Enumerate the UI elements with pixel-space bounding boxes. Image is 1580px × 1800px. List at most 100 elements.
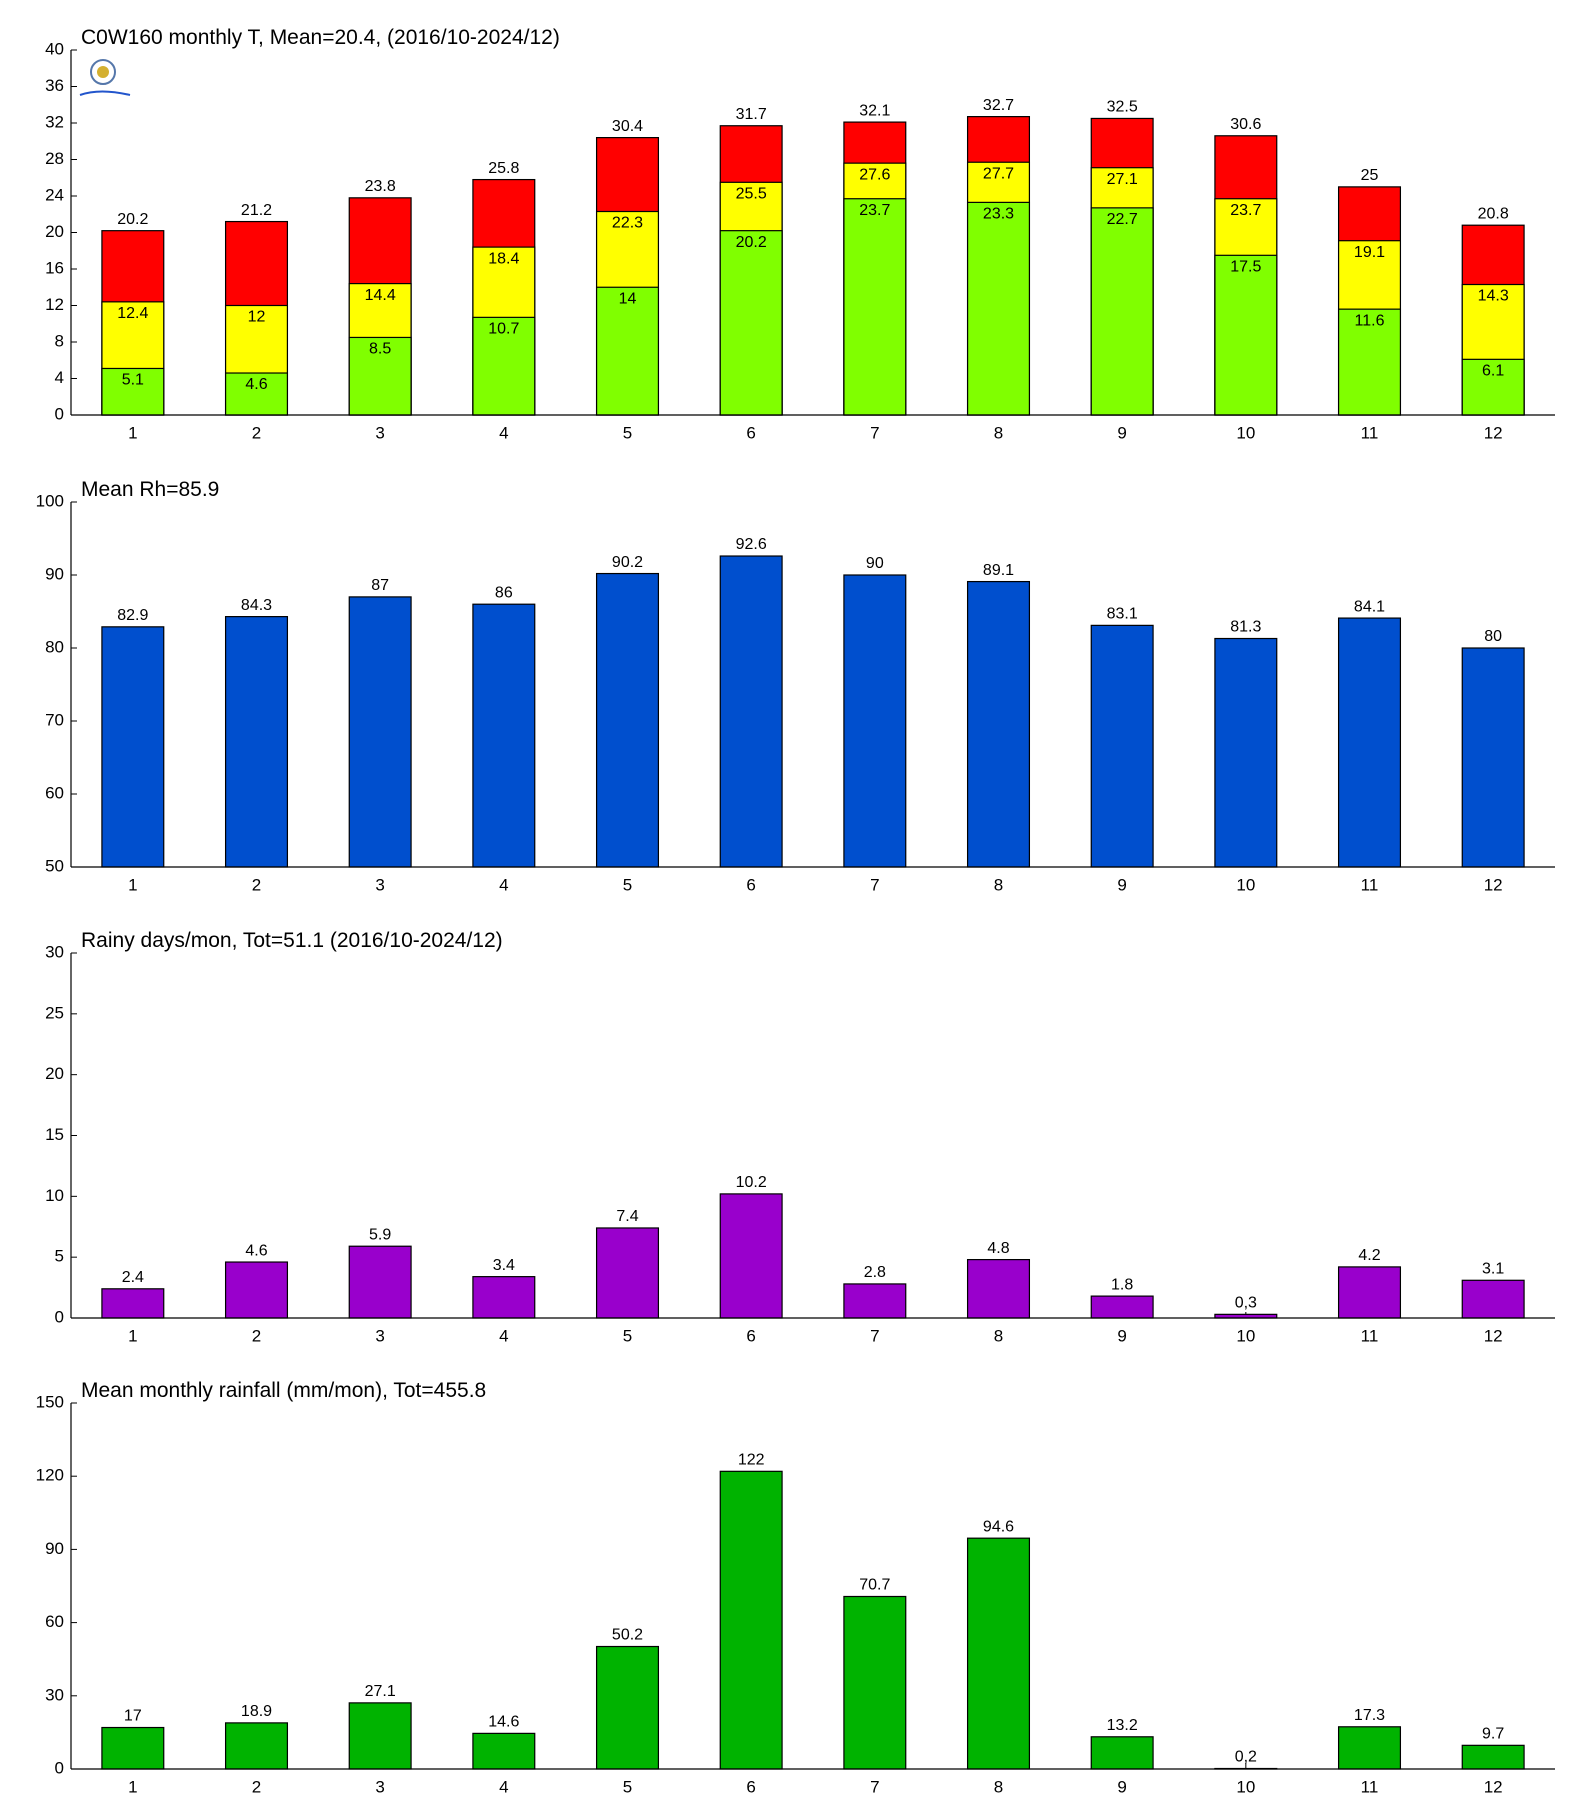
data-label: 11.6	[1355, 312, 1385, 329]
bar	[1337, 1726, 1402, 1770]
y-tick-label: 36	[45, 76, 64, 95]
x-tick-label: 6	[746, 423, 755, 442]
data-label: 86	[495, 584, 513, 601]
bar	[101, 1288, 165, 1319]
data-label: 27.1	[365, 1683, 396, 1700]
x-tick-label: 7	[870, 423, 879, 442]
data-label: 84.3	[241, 597, 272, 614]
data-label: 25.5	[736, 186, 767, 203]
data-label: 32.7	[983, 97, 1014, 114]
data-label: 94.6	[983, 1518, 1014, 1535]
bar	[1337, 1266, 1402, 1319]
y-tick-label: 20	[45, 222, 64, 241]
x-tick-label: 3	[375, 1777, 384, 1796]
x-tick-label: 2	[252, 1777, 261, 1796]
bar	[595, 1645, 660, 1770]
x-tick-label: 3	[375, 423, 384, 442]
data-label: 90.2	[612, 554, 643, 571]
y-tick-label: 25	[45, 1003, 64, 1022]
data-label: 2.4	[122, 1269, 144, 1286]
bar	[1461, 647, 1525, 868]
y-tick-label: 70	[45, 710, 64, 729]
data-label: 89.1	[983, 562, 1014, 579]
y-tick-label: 40	[45, 39, 64, 58]
y-tick-label: 4	[55, 368, 64, 387]
x-tick-label: 4	[499, 1326, 508, 1345]
y-tick-label: 30	[45, 942, 64, 961]
data-label: 22.3	[612, 215, 643, 232]
data-label: 92.6	[736, 536, 767, 553]
data-label: 14.6	[488, 1714, 519, 1731]
bar	[843, 1283, 907, 1319]
bar	[595, 1227, 660, 1319]
data-label: 23.8	[365, 178, 396, 195]
data-label: 0,3	[1235, 1295, 1257, 1312]
data-label: 2.8	[864, 1264, 886, 1281]
data-label: 22.7	[1107, 211, 1138, 228]
x-tick-label: 2	[252, 423, 261, 442]
bar	[843, 1595, 907, 1770]
data-label: 17.3	[1354, 1707, 1385, 1724]
data-label: 70.7	[859, 1577, 890, 1594]
y-tick-label: 0	[55, 1758, 64, 1777]
bar	[719, 1470, 783, 1770]
y-tick-label: 150	[36, 1392, 64, 1411]
data-label: 83.1	[1107, 606, 1138, 623]
x-tick-label: 6	[746, 875, 755, 894]
bar	[348, 336, 412, 416]
y-tick-label: 60	[45, 783, 64, 802]
data-label: 84.1	[1354, 598, 1385, 615]
bar	[595, 286, 660, 416]
data-label: 5.9	[369, 1226, 391, 1243]
data-label: 5.1	[122, 372, 144, 389]
data-label: 4.2	[1358, 1247, 1380, 1264]
y-tick-label: 32	[45, 112, 64, 131]
bar	[1461, 1744, 1525, 1770]
data-label: 14.4	[365, 287, 396, 304]
x-tick-label: 11	[1361, 875, 1379, 894]
data-label: 6.1	[1482, 363, 1504, 380]
data-label: 9.7	[1482, 1726, 1504, 1743]
bar	[101, 1726, 165, 1770]
data-label: 12	[248, 309, 266, 326]
data-label: 25	[1361, 167, 1379, 184]
bar	[224, 1722, 289, 1770]
bar	[719, 555, 783, 868]
bar	[719, 1193, 783, 1319]
x-tick-label: 4	[499, 423, 508, 442]
y-tick-label: 10	[45, 1186, 64, 1205]
x-tick-label: 7	[870, 875, 879, 894]
data-label: 32.5	[1107, 99, 1138, 116]
bar	[1090, 624, 1154, 868]
bar	[101, 626, 165, 868]
data-label: 27.6	[859, 166, 890, 183]
bar	[843, 574, 907, 868]
x-tick-label: 1	[128, 423, 137, 442]
y-tick-label: 30	[45, 1685, 64, 1704]
bar	[224, 372, 289, 416]
bar	[348, 1702, 412, 1770]
data-label: 81.3	[1230, 619, 1261, 636]
chart-title: Mean monthly rainfall (mm/mon), Tot=455.…	[81, 1379, 486, 1402]
y-tick-label: 20	[45, 1064, 64, 1083]
data-label: 27.1	[1107, 171, 1138, 188]
chart-title: Rainy days/mon, Tot=51.1 (2016/10-2024/1…	[81, 929, 503, 952]
y-tick-label: 5	[55, 1247, 64, 1266]
data-label: 14	[619, 290, 637, 307]
x-tick-label: 3	[375, 1326, 384, 1345]
bar	[1461, 358, 1525, 416]
bar	[1090, 1295, 1154, 1319]
x-tick-label: 7	[870, 1777, 879, 1796]
data-label: 25.8	[488, 160, 519, 177]
x-tick-label: 1	[128, 1777, 137, 1796]
data-label: 12.4	[117, 305, 148, 322]
x-tick-label: 9	[1117, 875, 1126, 894]
data-label: 122	[738, 1452, 765, 1469]
y-tick-label: 100	[36, 491, 64, 510]
x-tick-label: 11	[1361, 1777, 1379, 1796]
x-tick-label: 4	[499, 1777, 508, 1796]
data-label: 17.5	[1230, 259, 1261, 276]
bar	[101, 367, 165, 416]
